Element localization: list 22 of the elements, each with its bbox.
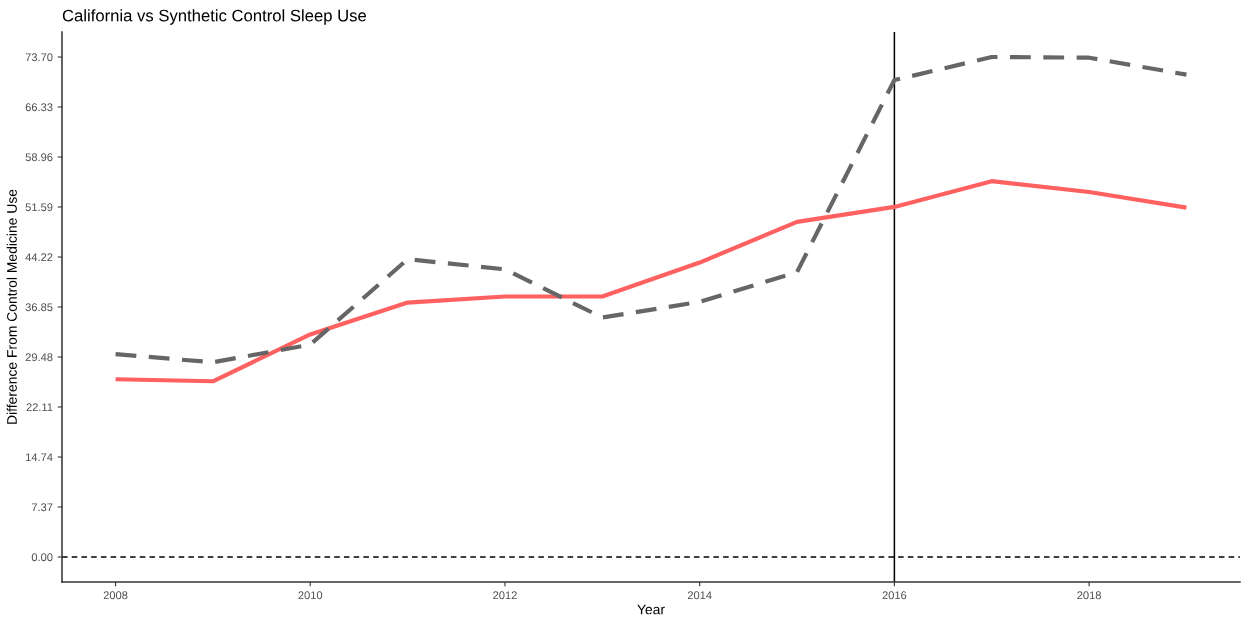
y-tick-label: 58.96 <box>25 153 53 162</box>
x-tick-label: 2014 <box>687 591 712 600</box>
line-series <box>113 54 1189 365</box>
y-tick-label: 73.70 <box>25 53 53 62</box>
y-tick-label: 29.48 <box>25 353 53 362</box>
y-tick-label: 44.22 <box>25 253 53 262</box>
x-tick-label: 2008 <box>103 591 128 600</box>
y-tick-label: 51.59 <box>25 203 53 212</box>
chart-title: California vs Synthetic Control Sleep Use <box>62 9 367 25</box>
x-tick-label: 2018 <box>1077 591 1101 600</box>
x-tick-label: 2016 <box>882 591 907 600</box>
y-tick-label: 66.33 <box>25 103 53 112</box>
x-axis-title: Year <box>637 604 665 615</box>
y-tick-label: 36.85 <box>25 303 53 312</box>
y-tick-label: 22.11 <box>26 403 53 412</box>
line-series <box>113 179 1189 384</box>
y-tick-label: 7.37 <box>31 503 53 512</box>
y-axis-title: Difference From Control Medicine Use <box>6 189 17 424</box>
x-tick-label: 2012 <box>493 591 517 600</box>
x-tick-label: 2010 <box>298 591 323 600</box>
y-tick-label: 14.74 <box>26 453 53 462</box>
y-tick-label: 0.00 <box>31 553 53 562</box>
